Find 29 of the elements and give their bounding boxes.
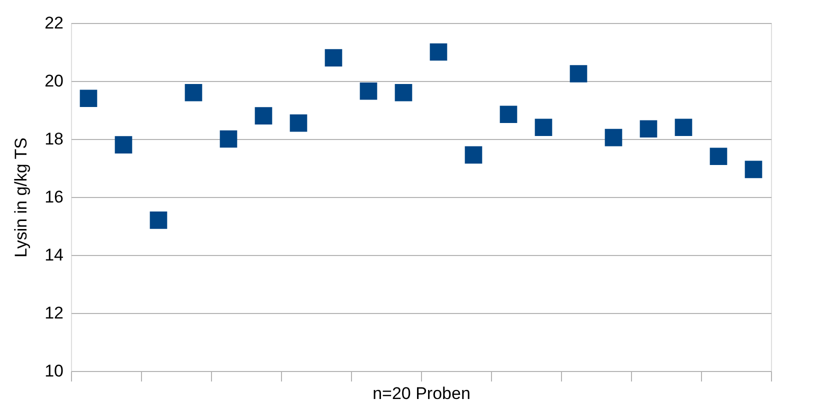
y-axis-title: Lysin in g/kg TS [12,137,31,258]
point [114,136,132,154]
point [430,43,448,61]
point [394,84,412,102]
point [640,120,658,138]
y-tick-label: 18 [44,130,64,148]
point [674,118,692,136]
point [254,107,272,124]
point [464,146,482,164]
point [324,49,342,66]
point [500,106,518,124]
y-tick-label: 10 [44,362,64,380]
point [570,65,588,82]
point [220,130,238,148]
point [744,160,762,178]
point [150,212,168,229]
point [710,148,728,166]
point [360,82,378,100]
point [604,128,622,146]
y-tick-label: 22 [44,14,64,32]
point [534,118,552,136]
point [184,84,202,102]
y-tick-label: 16 [44,188,64,206]
point [80,90,98,108]
y-tick-label: 20 [44,72,64,90]
y-tick-label: 14 [44,246,64,264]
y-tick-label: 12 [44,304,64,322]
x-axis-title: n=20 Proben [372,384,470,403]
point [290,114,308,132]
